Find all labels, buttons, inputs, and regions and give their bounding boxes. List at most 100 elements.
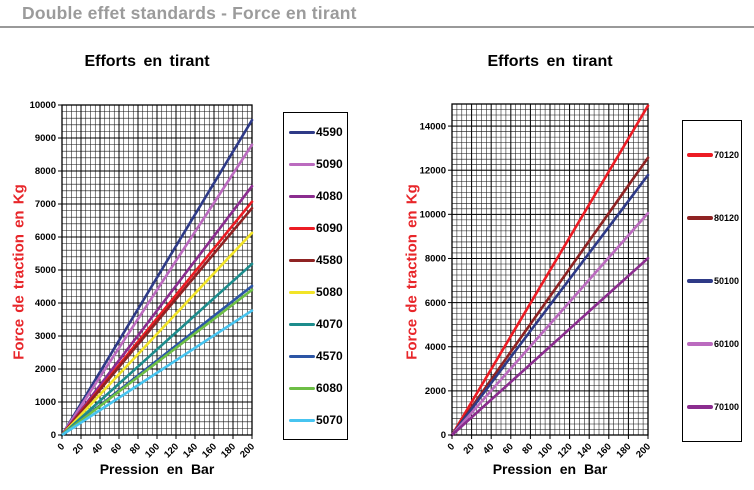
series-line-5090 <box>60 143 254 437</box>
y-tick-label: 8000 <box>35 166 56 177</box>
legend-item-70120: 70120 <box>687 150 740 160</box>
y-tick-label: 3000 <box>35 331 56 342</box>
x-tick-label: 100 <box>536 441 555 460</box>
x-tick-label: 100 <box>143 441 162 460</box>
x-tick-label: 160 <box>595 441 614 460</box>
y-tick-label: 7000 <box>35 199 56 210</box>
series-line-4070 <box>60 262 254 437</box>
legend-swatch-icon <box>687 153 713 158</box>
x-tick-label: 80 <box>128 441 143 456</box>
legend-item-4580: 4580 <box>289 253 345 267</box>
y-tick-label: 10000 <box>420 210 446 221</box>
legend-swatch-icon <box>289 226 315 230</box>
legend-label: 5070 <box>316 413 343 427</box>
x-tick-label: 180 <box>219 441 238 460</box>
legend-label: 50100 <box>714 275 740 286</box>
y-tick-label: 0 <box>441 430 446 441</box>
y-tick-label: 6000 <box>35 232 56 243</box>
heading-divider <box>0 26 754 28</box>
y-tick-label: 1000 <box>35 397 56 408</box>
x-tick-label: 120 <box>556 441 575 460</box>
left-plot-area: 0100020003000400050006000700080009000100… <box>30 100 258 460</box>
legend-item-5090: 5090 <box>289 157 345 171</box>
legend-swatch-icon <box>289 130 315 134</box>
legend-label: 4070 <box>316 317 343 331</box>
x-axis-ticks: 0 20 40 60 80 100 120 140 160 180 200 <box>56 435 257 460</box>
legend-item-70100: 70100 <box>687 402 740 412</box>
legend-item-60100: 60100 <box>687 339 740 349</box>
legend-item-4570: 4570 <box>289 349 345 363</box>
legend-label: 6090 <box>316 221 343 235</box>
y-axis-ticks: 0 2000 4000 6000 8000 10000 12000 14000 <box>420 121 452 441</box>
x-tick-label: 20 <box>71 441 86 456</box>
x-tick-label: 0 <box>446 441 458 453</box>
series-line-70100 <box>450 256 650 437</box>
legend-swatch-icon <box>289 322 315 326</box>
legend-item-5080: 5080 <box>289 285 345 299</box>
series-line-5080 <box>60 231 254 437</box>
y-tick-label: 4000 <box>425 342 446 353</box>
legend-label: 5090 <box>316 157 343 171</box>
legend-item-4080: 4080 <box>289 189 345 203</box>
legend-item-4070: 4070 <box>289 317 345 331</box>
y-tick-label: 2000 <box>425 386 446 397</box>
x-tick-label: 40 <box>481 441 496 456</box>
legend-label: 4580 <box>316 253 343 267</box>
left-legend: 4590 5090 4080 6090 4580 5080 4070 4570 6080 5070 <box>283 112 348 440</box>
legend-label: 4570 <box>316 349 343 363</box>
right-legend: 70120 80120 50100 60100 70100 <box>682 120 742 442</box>
x-tick-label: 40 <box>90 441 105 456</box>
x-tick-label: 0 <box>56 441 68 453</box>
right-chart-title: Efforts en tirant <box>487 53 613 70</box>
legend-label: 6080 <box>316 381 343 395</box>
legend-item-6080: 6080 <box>289 381 345 395</box>
y-tick-label: 6000 <box>425 298 446 309</box>
legend-swatch-icon <box>289 162 315 166</box>
series-line-4580 <box>60 206 254 437</box>
legend-swatch-icon <box>687 404 713 409</box>
legend-label: 60100 <box>714 338 740 349</box>
x-tick-label: 80 <box>520 441 535 456</box>
legend-item-50100: 50100 <box>687 276 740 286</box>
legend-swatch-icon <box>687 278 713 283</box>
legend-swatch-icon <box>289 354 315 358</box>
legend-label: 70100 <box>714 401 740 412</box>
left-chart-title: Efforts en tirant <box>84 53 210 70</box>
x-axis-ticks: 0 20 40 60 80 100 120 140 160 180 200 <box>446 435 653 460</box>
legend-swatch-icon <box>289 290 315 294</box>
legend-label: 80120 <box>714 213 740 224</box>
legend-item-5070: 5070 <box>289 413 345 427</box>
series-line-4080 <box>60 184 254 437</box>
series-lines <box>60 118 254 437</box>
legend-label: 70120 <box>714 150 740 161</box>
legend-swatch-icon <box>289 194 315 198</box>
x-tick-label: 160 <box>200 441 219 460</box>
legend-swatch-icon <box>289 418 315 422</box>
series-line-5070 <box>60 309 254 437</box>
x-tick-label: 200 <box>238 441 257 460</box>
series-line-80120 <box>450 156 650 437</box>
legend-label: 4590 <box>316 125 343 139</box>
legend-swatch-icon <box>687 341 713 346</box>
series-line-60100 <box>450 211 650 437</box>
y-tick-label: 4000 <box>35 298 56 309</box>
right-x-axis-title: Pression en Bar <box>492 461 608 477</box>
y-tick-label: 2000 <box>35 364 56 375</box>
y-tick-label: 0 <box>51 430 56 441</box>
legend-swatch-icon <box>289 386 315 390</box>
legend-item-4590: 4590 <box>289 125 345 139</box>
y-tick-label: 5000 <box>35 265 56 276</box>
series-line-50100 <box>450 173 650 437</box>
y-tick-label: 14000 <box>420 121 446 132</box>
left-x-axis-title: Pression en Bar <box>99 461 215 477</box>
series-line-4590 <box>60 118 254 437</box>
series-lines <box>450 104 650 437</box>
x-tick-label: 140 <box>181 441 200 460</box>
x-tick-label: 180 <box>615 441 634 460</box>
series-line-6080 <box>60 288 254 437</box>
legend-swatch-icon <box>289 258 315 262</box>
legend-label: 4080 <box>316 189 343 203</box>
x-tick-label: 120 <box>162 441 181 460</box>
